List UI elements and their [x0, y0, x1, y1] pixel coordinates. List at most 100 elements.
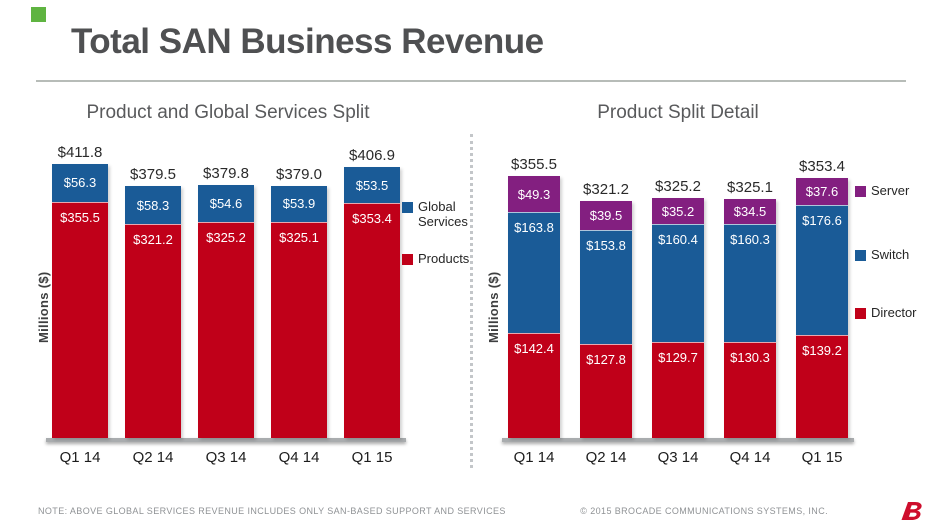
segment-value-label: $53.5 — [355, 177, 389, 193]
bar-segment-director: $142.4 — [508, 333, 560, 438]
stacked-bar: $54.6 $325.2 — [198, 185, 254, 438]
segment-value-label: $163.8 — [514, 220, 554, 236]
chart-title: Product and Global Services Split — [86, 102, 370, 123]
bar-segment-server: $35.2 — [652, 198, 704, 225]
stacked-bar: $34.5 $160.3 $130.3 — [724, 198, 776, 438]
category-label: Q1 14 — [59, 449, 101, 466]
footer-copyright: © 2015 BROCADE COMMUNICATIONS SYSTEMS, I… — [580, 506, 828, 516]
bar-group-q1-14: $355.5 $49.3 $163.8 $142.4 — [508, 156, 560, 438]
total-label: $353.4 — [799, 157, 845, 175]
category-label: Q3 14 — [657, 449, 699, 466]
bar-group-q4-14: $325.1 $34.5 $160.3 $130.3 — [724, 179, 776, 438]
bar-group-q2-14: $379.5 $58.3 $321.2 — [125, 166, 181, 438]
category-label: Q4 14 — [278, 449, 320, 466]
bar-group-q2-14: $321.2 $39.5 $153.8 $127.8 — [580, 181, 632, 438]
legend-label-global-services: Global Services — [418, 199, 468, 229]
segment-value-label: $142.4 — [514, 341, 554, 357]
stacked-bar: $49.3 $163.8 $142.4 — [508, 176, 560, 438]
segment-value-label: $39.5 — [589, 208, 623, 224]
bars-row: $411.8 $56.3 $355.5 $379.5 $58.3 $321.2 $379.8… — [52, 140, 400, 438]
legend-swatch-global-services — [402, 202, 413, 213]
footer-note: NOTE: ABOVE GLOBAL SERVICES REVENUE INCL… — [38, 506, 506, 516]
legend-swatch-products — [402, 254, 413, 265]
segment-value-label: $160.4 — [658, 232, 698, 248]
legend-item-global-services: Global Services — [402, 199, 470, 230]
segment-value-label: $176.6 — [802, 213, 842, 229]
category-label: Q2 14 — [585, 449, 627, 466]
plot-area: $411.8 $56.3 $355.5 $379.5 $58.3 $321.2 $379.8… — [46, 140, 406, 466]
legend-item-switch: Switch — [855, 247, 910, 263]
legend-label-director: Director — [871, 305, 917, 320]
bar-segment-director: $127.8 — [580, 343, 632, 438]
bar-segment-global-services: $56.3 — [52, 164, 108, 202]
legend-label-switch: Switch — [871, 247, 910, 262]
segment-value-label: $325.1 — [279, 229, 319, 245]
bar-segment-products: $325.1 — [271, 221, 327, 438]
chart-title: Product Split Detail — [597, 102, 759, 123]
segment-value-label: $353.4 — [352, 211, 392, 226]
total-label: $379.8 — [203, 165, 249, 183]
bar-segment-switch: $163.8 — [508, 212, 560, 334]
legend-label-products: Products — [418, 251, 470, 266]
stacked-bar: $35.2 $160.4 $129.7 — [652, 198, 704, 438]
plot-area: $355.5 $49.3 $163.8 $142.4 $321.2 $39.5 $153.8… — [502, 140, 854, 466]
total-label: $325.2 — [655, 178, 701, 196]
category-row: Q1 14 Q2 14 Q3 14 Q4 14 Q1 15 — [508, 449, 848, 466]
total-label: $406.9 — [349, 147, 395, 165]
segment-value-label: $321.2 — [133, 232, 173, 248]
bar-segment-switch: $176.6 — [796, 205, 848, 336]
bar-segment-switch: $153.8 — [580, 230, 632, 344]
bar-segment-server: $39.5 — [580, 201, 632, 231]
y-axis-label: Millions ($) — [36, 271, 51, 343]
chart-product-global-services: Product and Global Services Split Millio… — [36, 96, 470, 488]
segment-value-label: $160.3 — [730, 231, 770, 247]
segment-value-label: $355.5 — [60, 209, 100, 225]
segment-value-label: $127.8 — [586, 351, 626, 367]
total-label: $379.5 — [130, 165, 176, 183]
bar-segment-products: $321.2 — [125, 224, 181, 438]
bar-segment-director: $130.3 — [724, 342, 776, 438]
category-label: Q2 14 — [132, 449, 174, 466]
bar-segment-director: $129.7 — [652, 342, 704, 438]
legend-swatch-server — [855, 186, 866, 197]
segment-value-label: $130.3 — [730, 350, 770, 365]
total-label: $321.2 — [583, 181, 629, 199]
category-label: Q3 14 — [205, 449, 247, 466]
bar-group-q1-15: $353.4 $37.6 $176.6 $139.2 — [796, 158, 848, 438]
legend-item-server: Server — [855, 183, 909, 199]
segment-value-label: $53.9 — [282, 196, 316, 212]
segment-value-label: $153.8 — [586, 238, 626, 254]
segment-value-label: $54.6 — [209, 196, 243, 212]
category-label: Q1 15 — [801, 449, 843, 466]
chart-product-split-detail: Product Split Detail Millions ($) $355.5… — [484, 96, 940, 488]
category-row: Q1 14 Q2 14 Q3 14 Q4 14 Q1 15 — [52, 449, 400, 466]
segment-value-label: $35.2 — [661, 203, 695, 219]
x-axis-line — [502, 438, 854, 442]
stacked-bar: $56.3 $355.5 — [52, 164, 108, 438]
bar-segment-switch: $160.4 — [652, 224, 704, 343]
bar-segment-server: $49.3 — [508, 176, 560, 213]
bar-segment-server: $34.5 — [724, 198, 776, 224]
category-label: Q1 14 — [513, 449, 555, 466]
legend-swatch-director — [855, 308, 866, 319]
total-label: $325.1 — [727, 178, 773, 196]
segment-value-label: $49.3 — [517, 186, 551, 202]
segment-value-label: $129.7 — [658, 350, 698, 366]
x-axis-line — [46, 438, 406, 442]
bar-segment-global-services: $54.6 — [198, 185, 254, 222]
bar-group-q1-14: $411.8 $56.3 $355.5 — [52, 144, 108, 438]
category-label: Q1 15 — [351, 449, 393, 466]
brocade-logo — [901, 502, 922, 520]
category-label: Q4 14 — [729, 449, 771, 466]
bar-segment-products: $325.2 — [198, 221, 254, 438]
segment-value-label: $34.5 — [733, 203, 767, 219]
total-label: $355.5 — [511, 156, 557, 174]
bar-segment-products: $353.4 — [344, 203, 400, 438]
bar-group-q3-14: $379.8 $54.6 $325.2 — [198, 165, 254, 438]
legend-item-director: Director — [855, 305, 917, 321]
brand-accent-square — [31, 7, 46, 22]
bar-segment-director: $139.2 — [796, 335, 848, 438]
bars-row: $355.5 $49.3 $163.8 $142.4 $321.2 $39.5 $153.8… — [508, 140, 848, 438]
stacked-bar: $39.5 $153.8 $127.8 — [580, 201, 632, 438]
